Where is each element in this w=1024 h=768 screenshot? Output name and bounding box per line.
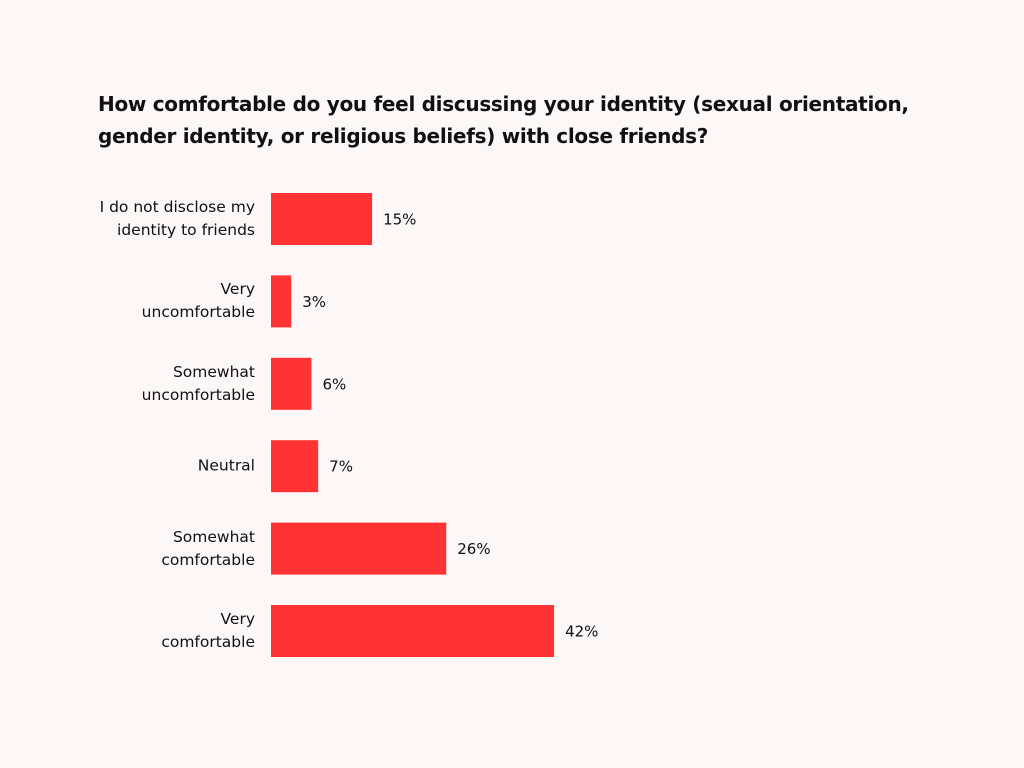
chart-title: How comfortable do you feel discussing y… [98,92,909,148]
category-label: I do not disclose my identity to friends [99,198,255,239]
bar [271,193,373,245]
value-label: 26% [457,540,490,558]
value-label: 42% [565,623,598,641]
category-label: Very uncomfortable [141,280,255,322]
bar [271,522,447,575]
category-label: Very comfortable [161,610,255,651]
bar [271,275,292,328]
value-label: 3% [302,293,326,311]
bar [271,440,319,493]
bar [271,605,555,657]
bar [271,357,312,410]
category-label: Somewhat comfortable [161,527,255,569]
category-label: Somewhat uncomfortable [141,362,255,404]
category-label: Neutral [197,456,255,475]
value-label: 15% [383,211,416,229]
value-label: 6% [322,375,346,393]
value-label: 7% [329,458,353,476]
